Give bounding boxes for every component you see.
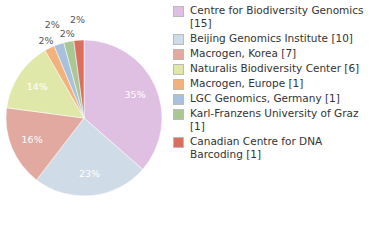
legend-entry: Canadian Centre for DNA Barcoding [1] (173, 135, 373, 161)
legend-label: Canadian Centre for DNA Barcoding [1] (190, 135, 322, 160)
data-label: 2% (38, 35, 53, 46)
legend-label: Macrogen, Korea [7] (190, 47, 296, 59)
legend-swatch (173, 79, 184, 90)
legend-label: Karl-Franzens University of Graz [1] (190, 107, 358, 132)
legend-entry: Macrogen, Europe [1] (173, 77, 373, 90)
legend-entry: Beijing Genomics Institute [10] (173, 32, 373, 45)
legend-entry: Centre for Biodiversity Genomics [15] (173, 4, 373, 30)
legend-entry: Naturalis Biodiversity Center [6] (173, 62, 373, 75)
legend-entry: Karl-Franzens University of Graz [1] (173, 107, 373, 133)
slice (6, 108, 84, 180)
slice (64, 41, 84, 118)
slice (74, 40, 84, 118)
data-labels: 35%23%16%14%2%2%2%2% (22, 14, 146, 180)
slices (6, 40, 162, 196)
legend-swatch (173, 34, 184, 45)
legend-label: Beijing Genomics Institute [10] (190, 32, 353, 44)
legend-entry: Macrogen, Korea [7] (173, 47, 373, 60)
data-label: 2% (70, 14, 85, 25)
legend-swatch (173, 109, 184, 120)
data-label: 23% (79, 168, 100, 179)
legend-entry: LGC Genomics, Germany [1] (173, 92, 373, 105)
legend-label: Centre for Biodiversity Genomics [15] (190, 4, 363, 29)
legend: Centre for Biodiversity Genomics [15] Bei… (173, 4, 373, 163)
legend-label: LGC Genomics, Germany [1] (190, 92, 340, 104)
data-label: 2% (60, 28, 75, 39)
legend-swatch (173, 49, 184, 60)
data-label: 14% (27, 81, 48, 92)
data-label: 2% (45, 19, 60, 30)
data-label: 16% (22, 134, 43, 145)
legend-swatch (173, 6, 184, 17)
legend-swatch (173, 137, 184, 148)
pie-chart: 35%23%16%14%2%2%2%2% (0, 0, 172, 240)
data-label: 35% (125, 89, 146, 100)
legend-swatch (173, 94, 184, 105)
legend-label: Naturalis Biodiversity Center [6] (190, 62, 359, 74)
legend-swatch (173, 64, 184, 75)
legend-label: Macrogen, Europe [1] (190, 77, 303, 89)
